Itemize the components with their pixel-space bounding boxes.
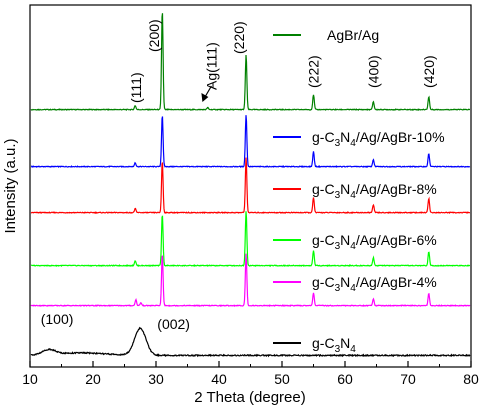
peak-label: (222) [306, 55, 322, 88]
x-axis: 10 20 30 40 50 60 70 80 [22, 361, 479, 387]
peak-label: (400) [365, 55, 381, 88]
x-tick-label: 10 [22, 371, 38, 387]
peak-label: (111) [128, 72, 144, 103]
x-tick-label: 50 [274, 371, 290, 387]
legend: AgBr/Ag g-C3N4/Ag/AgBr-10% g-C3N4/Ag/AgBr-… [273, 27, 445, 355]
x-tick-label: 80 [463, 371, 479, 387]
x-tick-label: 40 [211, 371, 227, 387]
x-tick-label: 20 [85, 371, 101, 387]
y-axis-label: Intensity (a.u.) [2, 138, 19, 233]
x-tick-label: 30 [148, 371, 164, 387]
ag-arrow-head [201, 93, 209, 102]
x-axis-label: 2 Theta (degree) [194, 389, 305, 406]
legend-label-g-c3n4-ag-agbr-4: g-C3N4/Ag/AgBr-4% [312, 274, 437, 294]
x-tick-label: 70 [400, 371, 416, 387]
peak-label: (002) [157, 316, 190, 332]
series-line-g-c3n4-ag-agbr-8 [30, 157, 471, 215]
series-line-g-c3n4-ag-agbr-6 [30, 211, 470, 268]
series-line-g-c3n4-ag-agbr-10 [31, 115, 471, 169]
legend-label-g-c3n4: g-C3N4 [312, 335, 356, 355]
peak-label: (220) [231, 21, 247, 54]
legend-label-agbr-ag: AgBr/Ag [327, 27, 379, 43]
legend-label-g-c3n4-ag-agbr-10: g-C3N4/Ag/AgBr-10% [312, 129, 445, 149]
peak-label: (200) [146, 19, 162, 52]
peak-label: Ag(111) [203, 42, 219, 90]
series-traces [30, 13, 471, 358]
series-line-agbr-ag [30, 13, 470, 112]
legend-label-g-c3n4-ag-agbr-8: g-C3N4/Ag/AgBr-8% [312, 181, 437, 201]
legend-label-g-c3n4-ag-agbr-6: g-C3N4/Ag/AgBr-6% [312, 232, 437, 252]
peak-label: (100) [41, 311, 74, 327]
peak-label: (420) [421, 55, 437, 88]
x-tick-label: 60 [337, 371, 353, 387]
peak-labels: (111) (200) Ag(111) (220) (222) (400) (420) (10… [41, 19, 437, 332]
series-line-g-c3n4 [30, 326, 471, 358]
series-line-g-c3n4-ag-agbr-4 [30, 253, 471, 308]
